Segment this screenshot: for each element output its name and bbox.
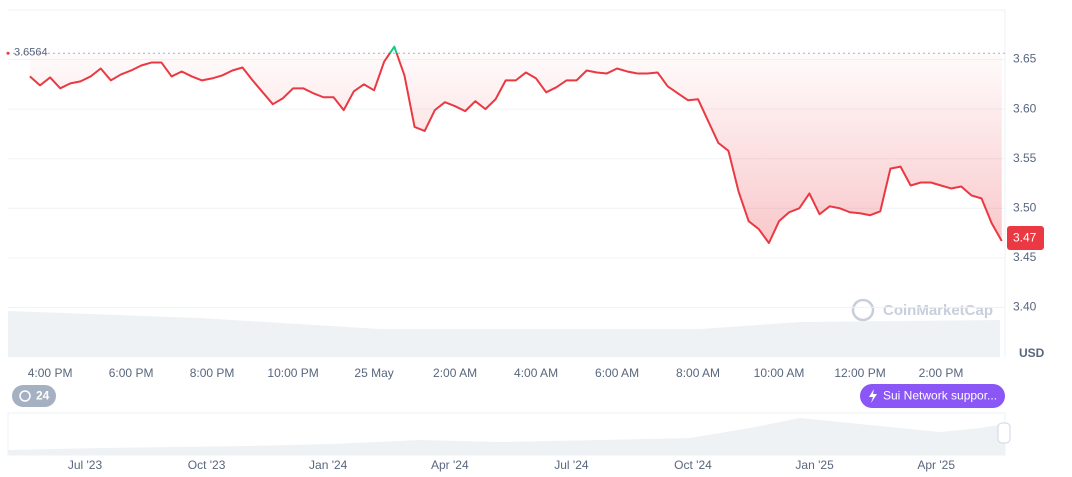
badge[interactable]: [12, 385, 56, 407]
navigator-label: Apr '24: [431, 458, 469, 472]
volume-area: [8, 311, 1000, 357]
y-tick-label: 3.45: [1013, 250, 1037, 264]
event-icon: [869, 389, 877, 403]
x-tick-label: 2:00 AM: [433, 366, 477, 380]
x-tick-label: 4:00 AM: [514, 366, 558, 380]
navigator-label: Jan '25: [795, 458, 834, 472]
y-tick-label: 3.65: [1013, 52, 1037, 66]
y-tick-label: 3.50: [1013, 200, 1037, 214]
x-tick-label: 12:00 PM: [834, 366, 885, 380]
current-price-label: 3.47: [1013, 231, 1037, 245]
navigator-label: Jan '24: [309, 458, 348, 472]
navigator-label: Apr '25: [917, 458, 955, 472]
navigator-label: Jul '24: [554, 458, 589, 472]
x-tick-label: 4:00 PM: [28, 366, 73, 380]
watermark-text: CoinMarketCap: [883, 302, 993, 319]
badge-icon: [19, 390, 31, 402]
x-tick-label: 25 May: [354, 366, 393, 380]
price-area: [29, 53, 1002, 243]
navigator-label: Oct '24: [674, 458, 712, 472]
event-label: Sui Network suppor...: [883, 389, 997, 403]
x-tick-label: 10:00 PM: [267, 366, 318, 380]
price-line: [29, 45, 1003, 244]
reference-dot: [6, 51, 10, 55]
badge-text: 24: [36, 389, 50, 403]
x-tick-label: 6:00 PM: [109, 366, 154, 380]
navigator-handle[interactable]: [997, 422, 1011, 444]
x-tick-label: 10:00 AM: [754, 366, 805, 380]
current-price-box: [1007, 226, 1044, 251]
x-tick-label: 8:00 PM: [190, 366, 235, 380]
y-tick-label: 3.55: [1013, 151, 1037, 165]
y-tick-label: 3.40: [1013, 300, 1037, 314]
navigator-label: Jul '23: [68, 458, 103, 472]
y-unit: USD: [1019, 346, 1045, 360]
x-tick-label: 6:00 AM: [595, 366, 639, 380]
x-tick-label: 8:00 AM: [676, 366, 720, 380]
event-pill[interactable]: [860, 384, 1005, 408]
navigator-label: Oct '23: [188, 458, 226, 472]
navigator-area: [8, 418, 1005, 455]
y-tick-label: 3.60: [1013, 101, 1037, 115]
watermark: CoinMarketCap: [851, 298, 993, 322]
x-tick-label: 2:00 PM: [919, 366, 964, 380]
